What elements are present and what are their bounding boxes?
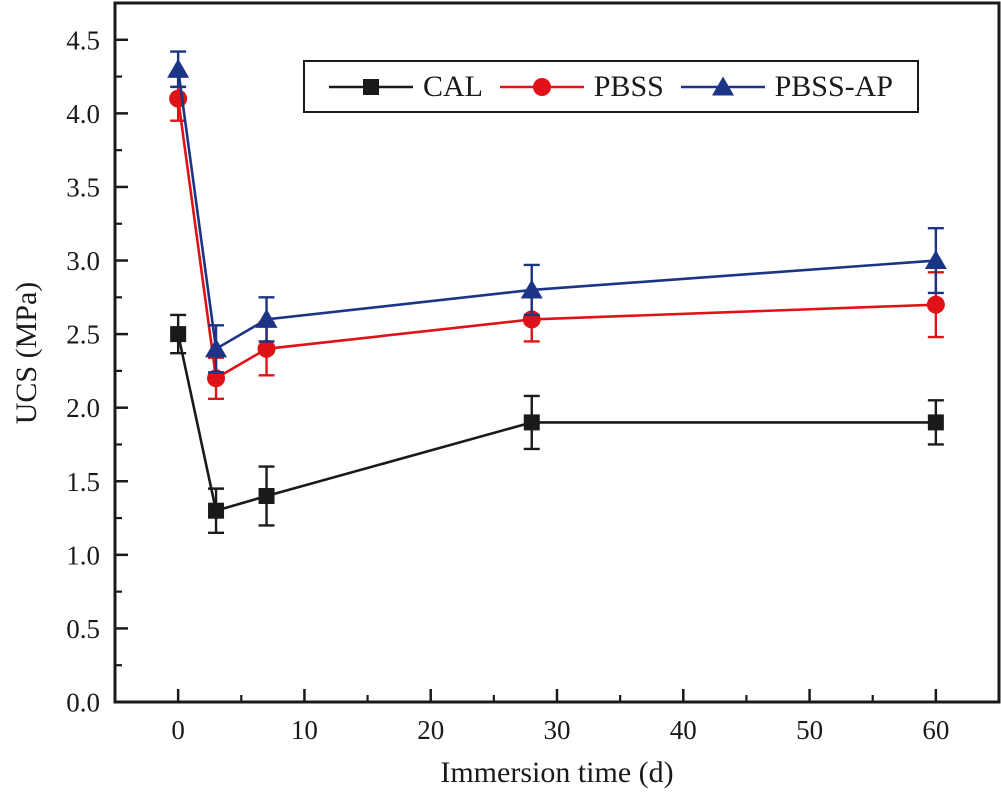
series-PBSS-line [176, 98, 936, 381]
plot-frame [113, 1, 1001, 704]
series-PBSS-AP-marker [205, 338, 228, 358]
series-CAL-marker [927, 414, 944, 431]
series-PBSS-AP-marker [520, 279, 543, 299]
series-CAL-marker [170, 326, 187, 343]
series-CAL-marker [523, 414, 540, 431]
x-tick-label: 10 [291, 715, 318, 745]
series-CAL-line [176, 333, 936, 513]
legend-sample-marker [711, 76, 734, 95]
y-axis-title: UCS (MPa) [10, 281, 43, 425]
series-CAL-marker [258, 487, 275, 504]
legend-entry-cal: CAL [329, 70, 483, 104]
legend: CAL PBSS PBSS-AP [303, 60, 919, 113]
legend-entry-pbss: PBSS [499, 69, 664, 104]
legend-sample-marker [363, 78, 379, 95]
cal-line-marker-sample [329, 78, 413, 95]
series-PBSS-AP-marker [167, 58, 190, 78]
series-PBSS-marker [169, 89, 188, 108]
legend-entry-pbss-ap: PBSS-AP [680, 69, 893, 104]
pbss-ap-line-marker-sample [680, 76, 765, 95]
y-tick-label: 2.0 [66, 393, 100, 423]
x-tick-label: 40 [670, 715, 697, 745]
y-tick-label: 1.5 [66, 467, 100, 497]
y-tick-label: 3.5 [66, 172, 100, 202]
series-PBSS-AP-marker [255, 308, 278, 328]
series-PBSS-marker [207, 369, 226, 388]
y-tick-label: 2.5 [66, 320, 100, 350]
legend-label-cal: CAL [423, 69, 483, 103]
x-tick-label: 0 [171, 715, 185, 745]
pbss-line-marker-sample [499, 77, 584, 96]
series-PBSS-marker [926, 295, 945, 314]
x-tick-label: 60 [922, 715, 949, 745]
y-tick-label: 3.0 [66, 246, 100, 276]
y-tick-label: 0.0 [66, 688, 100, 718]
legend-sample-marker [532, 77, 551, 96]
x-axis-title: Immersion time (d) [440, 756, 674, 789]
y-tick-label: 1.0 [66, 540, 100, 570]
legend-label-pbss-ap: PBSS-AP [774, 69, 893, 103]
series-PBSS-AP-marker [924, 250, 947, 270]
series-PBSS-marker [257, 339, 276, 358]
y-tick-label: 4.0 [66, 99, 100, 129]
x-tick-label: 20 [417, 715, 444, 745]
series-CAL-marker [208, 502, 225, 519]
x-tick-label: 50 [796, 715, 823, 745]
y-tick-label: 4.5 [66, 25, 100, 55]
x-tick-label: 30 [544, 715, 571, 745]
legend-label-pbss: PBSS [593, 69, 664, 103]
y-tick-label: 0.5 [66, 614, 100, 644]
